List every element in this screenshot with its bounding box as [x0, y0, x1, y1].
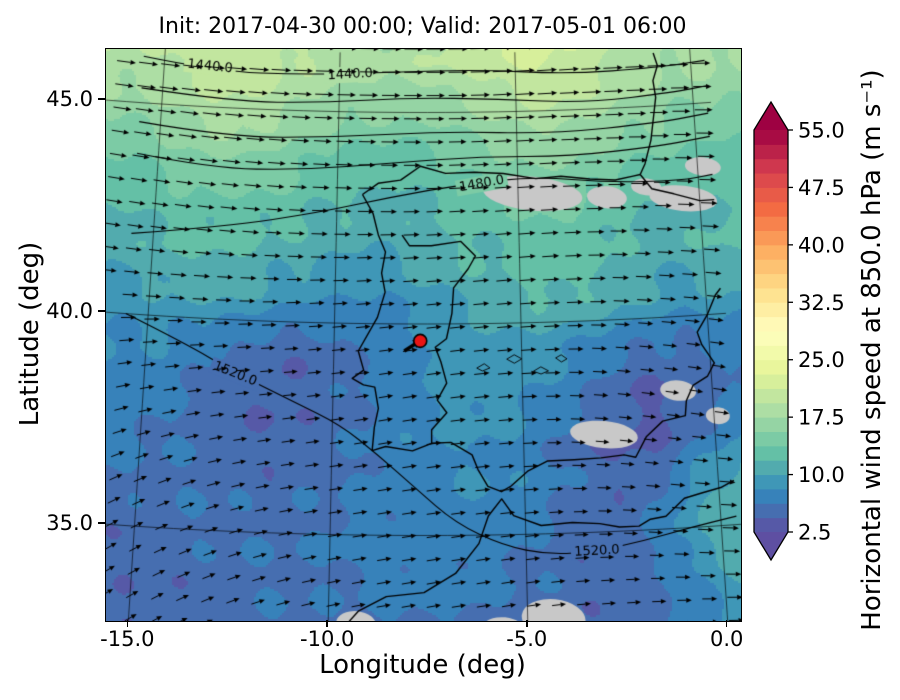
y-tick-mark — [98, 98, 105, 100]
colorbar-band — [754, 230, 788, 246]
x-axis-label: Longitude (deg) — [319, 650, 526, 680]
colorbar-band — [754, 158, 788, 174]
y-tick-label: 40.0 — [46, 299, 93, 324]
map-plot-area — [105, 48, 742, 622]
colorbar-band — [754, 144, 788, 160]
y-tick-mark — [98, 522, 105, 524]
colorbar-band — [754, 359, 788, 375]
x-tick-mark — [326, 620, 328, 627]
colorbar-band — [754, 201, 788, 217]
colorbar-tick-label: 17.5 — [798, 406, 845, 430]
colorbar-band — [754, 374, 788, 389]
x-tick-mark — [526, 620, 528, 627]
colorbar-band — [754, 474, 788, 490]
colorbar-band — [754, 503, 788, 519]
colorbar-band — [754, 302, 788, 318]
colorbar-tick-label: 25.0 — [798, 348, 845, 372]
plot-title: Init: 2017-04-30 00:00; Valid: 2017-05-0… — [158, 14, 687, 39]
colorbar-band — [754, 388, 788, 404]
colorbar-over-arrow — [754, 102, 788, 130]
colorbar-band — [754, 287, 788, 303]
colorbar-tick-label: 32.5 — [798, 291, 845, 315]
colorbar-tick-label: 10.0 — [798, 463, 845, 487]
colorbar-band — [754, 273, 788, 289]
colorbar-tick-label: 47.5 — [798, 176, 845, 200]
x-tick-mark — [126, 620, 129, 627]
colorbar-tick-label: 2.5 — [798, 521, 831, 545]
colorbar-under-arrow — [754, 532, 788, 560]
colorbar-band — [754, 259, 788, 275]
colorbar-band — [754, 331, 788, 346]
colorbar-band — [754, 417, 788, 432]
colorbar-band — [754, 345, 788, 361]
x-tick-label: -15.0 — [100, 627, 155, 651]
colorbar-tick-label: 55.0 — [798, 119, 845, 143]
y-axis-label: Latitude (deg) — [15, 241, 45, 427]
colorbar-band — [754, 173, 788, 188]
colorbar-band — [754, 187, 788, 203]
x-tick-label: -5.0 — [506, 627, 548, 651]
colorbar-label: Horizontal wind speed at 850.0 hPa (m s⁻… — [857, 69, 887, 631]
colorbar-band — [754, 517, 788, 533]
x-tick-label: 0.0 — [709, 627, 744, 651]
y-tick-label: 45.0 — [46, 87, 93, 112]
x-tick-mark — [725, 620, 728, 627]
colorbar-band — [754, 244, 788, 260]
wind-speed-map-canvas — [106, 49, 741, 621]
colorbar-band — [754, 488, 788, 504]
colorbar-tick-label: 40.0 — [798, 233, 845, 257]
colorbar-band — [754, 316, 788, 332]
colorbar-band — [754, 216, 788, 231]
colorbar-band — [754, 402, 788, 418]
colorbar-band — [754, 460, 788, 476]
colorbar-band — [754, 445, 788, 461]
colorbar-band — [754, 130, 788, 145]
colorbar-band — [754, 431, 788, 447]
y-tick-mark — [98, 310, 105, 312]
x-tick-label: -10.0 — [300, 627, 355, 651]
y-tick-label: 35.0 — [46, 511, 93, 536]
colorbar: 2.5 10.0 17.5 25.0 32.5 40.0 47.5 55.0 — [753, 100, 845, 562]
